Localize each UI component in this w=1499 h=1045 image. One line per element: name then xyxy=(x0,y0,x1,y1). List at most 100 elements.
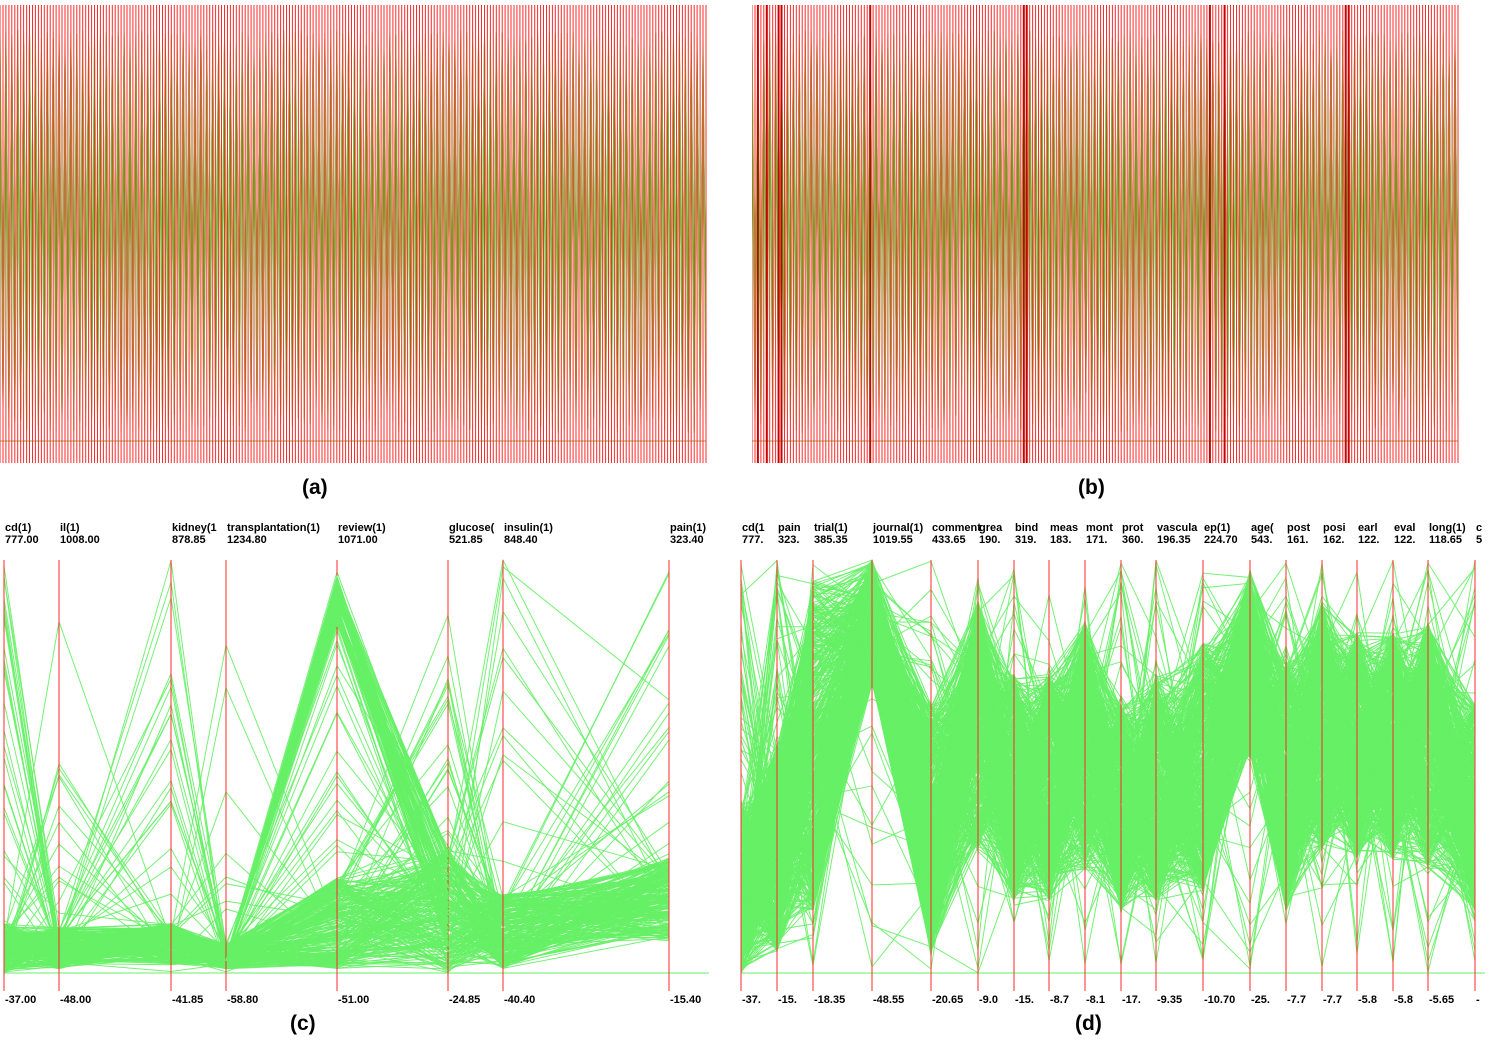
axis-name-label: bind xyxy=(1015,522,1038,534)
axis-min-label: -9.35 xyxy=(1157,994,1182,1006)
axis-min-label: -7.7 xyxy=(1287,994,1306,1006)
axis-name-label: insulin(1) xyxy=(504,522,553,534)
caption-d: (d) xyxy=(1075,1012,1102,1035)
axis-min-label: -8.7 xyxy=(1050,994,1069,1006)
axis-min-label: -41.85 xyxy=(172,994,203,1006)
series-line xyxy=(225,585,449,961)
axis-min-label: -40.40 xyxy=(504,994,535,1006)
axis-max-label: 196.35 xyxy=(1157,534,1191,546)
axis-name-label: review(1) xyxy=(338,522,386,534)
series-line xyxy=(3,647,670,969)
axis-max-label: 190. xyxy=(979,534,1000,546)
axis-max-label: 1019.55 xyxy=(873,534,913,546)
axis-max-label: 878.85 xyxy=(172,534,206,546)
axis-name-label: grea xyxy=(979,522,1003,534)
axis-name-label: earl xyxy=(1358,522,1378,534)
axis-name-label: comment xyxy=(932,522,981,534)
parallel-coordinates-plot-a xyxy=(0,5,707,463)
axis-max-label: 1234.80 xyxy=(227,534,267,546)
series-line xyxy=(3,853,670,968)
axis-name-label: il(1) xyxy=(60,522,80,534)
series-line xyxy=(3,581,670,973)
series-line xyxy=(225,607,449,961)
axis-max-label: 122. xyxy=(1358,534,1379,546)
axis-max-label: 122. xyxy=(1394,534,1415,546)
series-line xyxy=(3,864,670,972)
axis-max-label: 848.40 xyxy=(504,534,538,546)
axis-min-label: -8.1 xyxy=(1086,994,1105,1006)
axis-min-label: -15. xyxy=(778,994,797,1006)
axis-name-label: posi xyxy=(1323,522,1346,534)
axis-max-label: 385.35 xyxy=(814,534,848,546)
axis-max-label: 224.70 xyxy=(1204,534,1238,546)
axis-name-label: post xyxy=(1287,522,1311,534)
axis-min-label: -5.8 xyxy=(1394,994,1413,1006)
series-line xyxy=(3,757,670,961)
chart-panel-d: cd(1 777. -37. pain 323. -15. trial(1) 385.35 -1… xyxy=(735,515,1485,1010)
axis-min-label: -51.00 xyxy=(338,994,369,1006)
axis-name-label: kidney(1 xyxy=(172,522,217,534)
axis-name-label: pain(1) xyxy=(670,522,706,534)
series-line xyxy=(225,594,449,961)
series-line xyxy=(3,629,670,970)
axis-max-label: 1008.00 xyxy=(60,534,100,546)
caption-b: (b) xyxy=(1078,476,1105,499)
caption-a: (a) xyxy=(302,476,328,499)
series-line xyxy=(3,877,670,970)
axis-min-label: -25. xyxy=(1251,994,1270,1006)
axis-name-label: pain xyxy=(778,522,801,534)
axis-max-label: 777. xyxy=(742,534,763,546)
axis-min-label: -10.70 xyxy=(1204,994,1235,1006)
axis-name-label: c xyxy=(1476,522,1482,534)
axis-max-label: 323. xyxy=(778,534,799,546)
caption-c: (c) xyxy=(290,1012,316,1035)
axis-name-label: age( xyxy=(1251,522,1274,534)
axis-max-label: 543. xyxy=(1251,534,1272,546)
axis-max-label: 161. xyxy=(1287,534,1308,546)
axis-min-label: -7.7 xyxy=(1323,994,1342,1006)
axis-max-label: 777.00 xyxy=(5,534,39,546)
axis-min-label: -5.8 xyxy=(1358,994,1377,1006)
axis-name-label: glucose( xyxy=(449,522,495,534)
axes xyxy=(0,5,707,463)
axis-min-label: -18.35 xyxy=(814,994,845,1006)
series-line xyxy=(3,853,670,969)
series-line xyxy=(3,874,670,964)
highlight-series-lines xyxy=(225,575,449,961)
axis-max-label: 171. xyxy=(1086,534,1107,546)
axis-name-label: long(1) xyxy=(1429,522,1466,534)
axis-min-label: -48.00 xyxy=(60,994,91,1006)
series-line xyxy=(3,851,670,961)
axis-max-label: 1071.00 xyxy=(338,534,378,546)
axis-name-label: ep(1) xyxy=(1204,522,1231,534)
axis-max-label: 118.65 xyxy=(1429,534,1462,546)
series-line xyxy=(3,899,670,964)
series-lines xyxy=(740,558,1476,974)
axis-max-label: 5 xyxy=(1476,534,1482,546)
axis-max-label: 521.85 xyxy=(449,534,483,546)
chart-panel-b xyxy=(752,0,1462,468)
axis-name-label: vascula xyxy=(1157,522,1198,534)
axis-name-label: journal(1) xyxy=(872,522,923,534)
series-line xyxy=(3,664,670,965)
parallel-coordinates-plot-d: cd(1777.-37.pain323.-15.trial(1)385.35-1… xyxy=(740,522,1485,1006)
series-line xyxy=(225,580,449,961)
axis-min-label: - xyxy=(1476,994,1480,1006)
axis-name-label: trial(1) xyxy=(814,522,848,534)
series-line xyxy=(3,865,670,969)
axis-name-label: transplantation(1) xyxy=(227,522,320,534)
series-lines xyxy=(3,558,670,974)
axis-max-label: 323.40 xyxy=(670,534,704,546)
series-line xyxy=(225,602,449,961)
chart-panel-c: cd(1) 777.00 -37.00 il(1) 1008.00 -48.00 kidne… xyxy=(0,515,712,1010)
axis-name-label: eval xyxy=(1394,522,1415,534)
axis-max-label: 433.65 xyxy=(932,534,966,546)
chart-panel-a xyxy=(0,0,710,468)
axes: cd(1777.-37.pain323.-15.trial(1)385.35-1… xyxy=(740,522,1482,1006)
axis-max-label: 360. xyxy=(1122,534,1143,546)
series-line xyxy=(3,867,670,966)
axis-min-label: -15. xyxy=(1015,994,1034,1006)
axis-min-label: -24.85 xyxy=(449,994,480,1006)
axis-name-label: prot xyxy=(1122,522,1144,534)
series-line xyxy=(3,858,670,962)
